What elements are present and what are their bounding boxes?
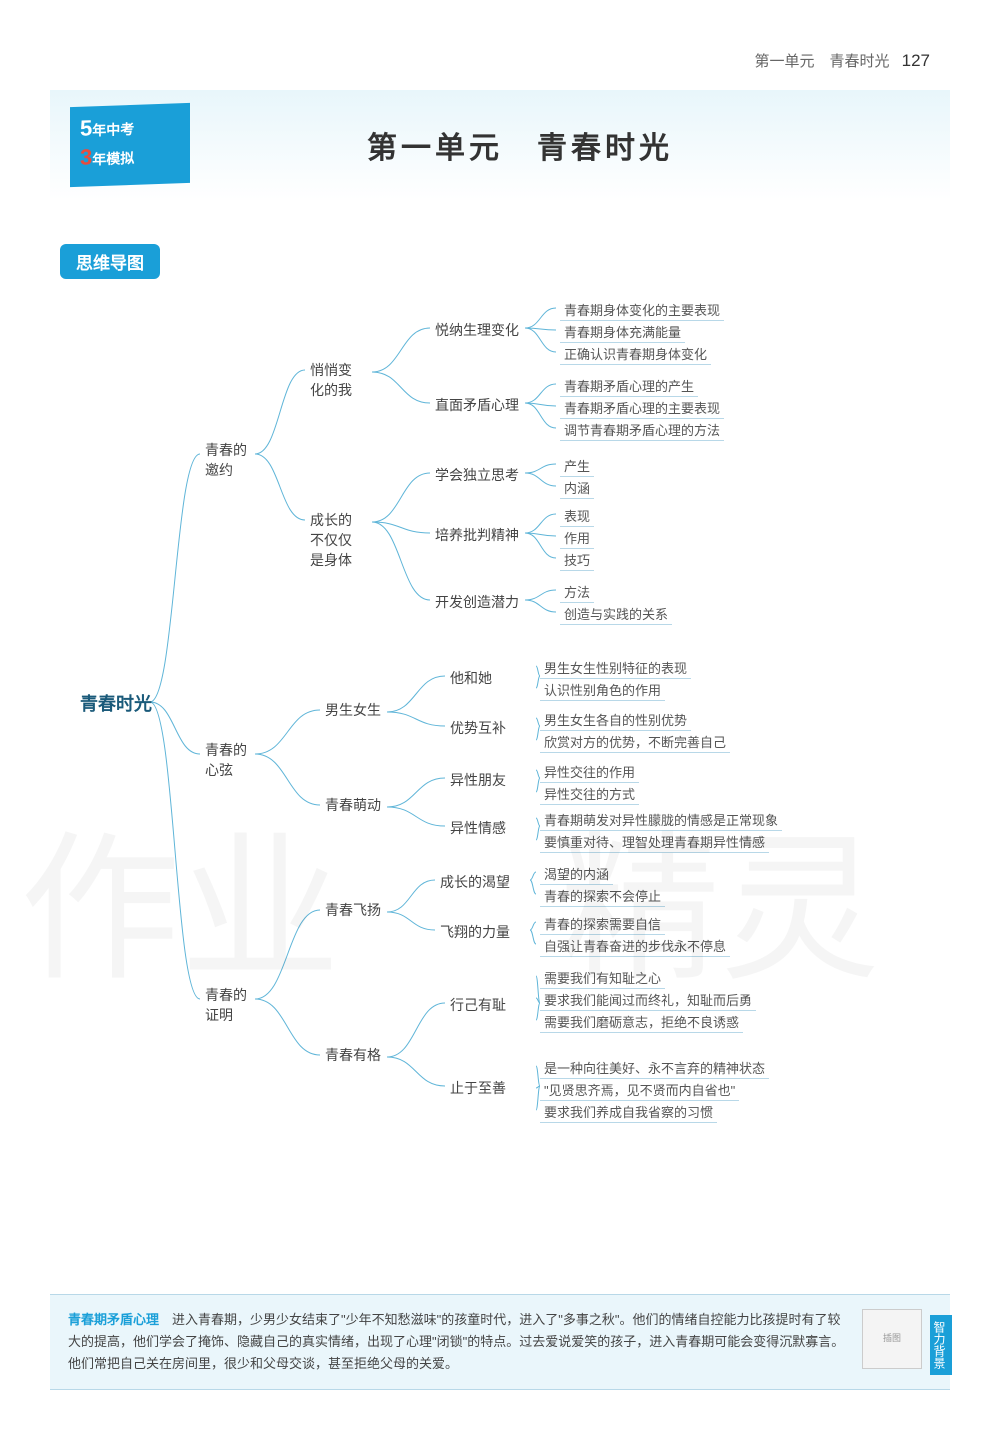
mindmap-leaf: 自强让青春奋进的步伐永不停息 <box>540 936 730 957</box>
mindmap-leaf: 作用 <box>560 528 594 549</box>
footer-body: 进入青春期，少男少女结束了"少年不知愁滋味"的孩童时代，进入了"多事之秋"。他们… <box>68 1312 844 1371</box>
mindmap-leaf: 正确认识青春期身体变化 <box>560 344 711 365</box>
mindmap-leaf: 内涵 <box>560 478 594 499</box>
mindmap-node: 青春萌动 <box>325 795 381 815</box>
mindmap-leaf: 是一种向往美好、永不言弃的精神状态 <box>540 1058 769 1079</box>
mindmap-leaf: 要求我们养成自我省察的习惯 <box>540 1102 717 1123</box>
mindmap-leaf: 需要我们磨砺意志，拒绝不良诱惑 <box>540 1012 743 1033</box>
mindmap-leaf: 男生女生性别特征的表现 <box>540 658 691 679</box>
mindmap-root: 青春时光 <box>80 690 152 716</box>
mindmap-node: 男生女生 <box>325 700 381 720</box>
mindmap-leaf: "见贤思齐焉，见不贤而内自省也" <box>540 1080 739 1101</box>
mindmap-leaf: 青春期矛盾心理的主要表现 <box>560 398 724 419</box>
mindmap-leaf: 青春期矛盾心理的产生 <box>560 376 698 397</box>
mindmap-leaf: 方法 <box>560 582 594 603</box>
mindmap-node: 飞翔的力量 <box>440 922 510 942</box>
unit-banner: 5年中考 3年模拟 第一单元 青春时光 <box>50 90 950 200</box>
mindmap-connectors <box>50 300 950 1180</box>
breadcrumb: 第一单元 青春时光 <box>754 53 889 70</box>
mindmap-node: 直面矛盾心理 <box>435 395 519 415</box>
mindmap-leaf: 调节青春期矛盾心理的方法 <box>560 420 724 441</box>
footer-infobox: 青春期矛盾心理 进入青春期，少男少女结束了"少年不知愁滋味"的孩童时代，进入了"… <box>50 1294 950 1390</box>
mindmap-node: 他和她 <box>450 668 492 688</box>
series-logo: 5年中考 3年模拟 <box>70 103 190 187</box>
mindmap-node: 行己有耻 <box>450 995 506 1015</box>
mindmap-leaf: 要求我们能闻过而终礼，知耻而后勇 <box>540 990 756 1011</box>
mindmap-leaf: 青春期萌发对异性朦胧的情感是正常现象 <box>540 810 782 831</box>
mindmap-leaf: 男生女生各自的性别优势 <box>540 710 691 731</box>
mindmap-node: 青春飞扬 <box>325 900 381 920</box>
mindmap-leaf: 创造与实践的关系 <box>560 604 672 625</box>
mindmap-node: 成长的渴望 <box>440 872 510 892</box>
mindmap-node: 异性朋友 <box>450 770 506 790</box>
mindmap-node: 异性情感 <box>450 818 506 838</box>
mindmap-leaf: 需要我们有知耻之心 <box>540 968 665 989</box>
mindmap-node: 悄悄变化的我 <box>310 360 352 400</box>
mindmap-node: 止于至善 <box>450 1078 506 1098</box>
mindmap-leaf: 表现 <box>560 506 594 527</box>
footer-illustration: 插图 <box>862 1309 922 1369</box>
page-number: 127 <box>902 51 930 70</box>
mindmap-leaf: 认识性别角色的作用 <box>540 680 665 701</box>
mindmap-leaf: 技巧 <box>560 550 594 571</box>
mindmap-leaf: 青春的探索需要自信 <box>540 914 665 935</box>
mindmap-leaf: 异性交往的作用 <box>540 762 639 783</box>
mindmap-leaf: 青春期身体变化的主要表现 <box>560 300 724 321</box>
mindmap-node: 青春的心弦 <box>205 740 247 780</box>
page-header: 第一单元 青春时光 127 <box>754 50 930 71</box>
mindmap-leaf: 渴望的内涵 <box>540 864 613 885</box>
unit-title: 第一单元 青春时光 <box>190 123 950 167</box>
mindmap-node: 成长的不仅仅是身体 <box>310 510 352 570</box>
mindmap-leaf: 要慎重对待、理智处理青春期异性情感 <box>540 832 769 853</box>
mindmap-node: 优势互补 <box>450 718 506 738</box>
mindmap-node: 学会独立思考 <box>435 465 519 485</box>
section-tag: 思维导图 <box>60 244 160 279</box>
mindmap-leaf: 异性交往的方式 <box>540 784 639 805</box>
mindmap-leaf: 青春期身体充满能量 <box>560 322 685 343</box>
mindmap-node: 青春的证明 <box>205 985 247 1025</box>
mindmap-leaf: 欣赏对方的优势，不断完善自己 <box>540 732 730 753</box>
footer-side-tag: 智力背景 <box>930 1315 952 1375</box>
mindmap-node: 悦纳生理变化 <box>435 320 519 340</box>
mindmap-node: 开发创造潜力 <box>435 592 519 612</box>
footer-lead: 青春期矛盾心理 <box>68 1312 159 1327</box>
mindmap-leaf: 青春的探索不会停止 <box>540 886 665 907</box>
mindmap: 青春时光 青春的邀约青春的心弦青春的证明悄悄变化的我成长的不仅仅是身体男生女生青… <box>50 300 950 1180</box>
mindmap-node: 培养批判精神 <box>435 525 519 545</box>
mindmap-node: 青春有格 <box>325 1045 381 1065</box>
mindmap-node: 青春的邀约 <box>205 440 247 480</box>
mindmap-leaf: 产生 <box>560 456 594 477</box>
